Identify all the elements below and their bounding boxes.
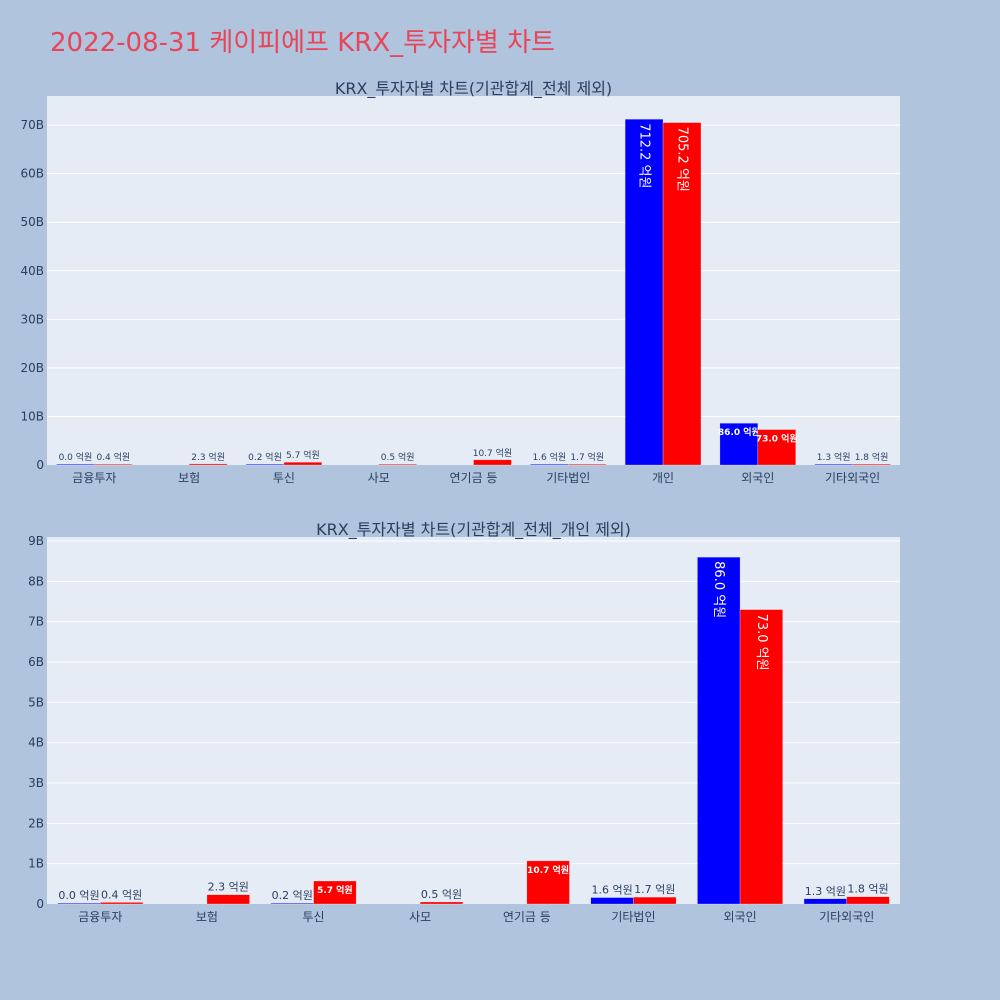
y-tick-label: 40B [20, 264, 44, 278]
bar-value-label: 0.4 억원 [96, 451, 130, 463]
bar-value-label: 0.5 억원 [421, 888, 462, 901]
x-tick-label: 연기금 등 [503, 910, 551, 924]
bar-value-label: 1.7 억원 [570, 451, 604, 463]
bar [270, 902, 314, 905]
x-tick-label: 사모 [368, 471, 390, 485]
bar [188, 463, 228, 466]
y-tick-label: 2B [28, 816, 44, 830]
bar [739, 609, 783, 905]
y-tick-label: 1B [28, 857, 44, 871]
bar-value-label: 2.3 억원 [208, 881, 249, 894]
bar [590, 897, 634, 905]
chart-title: KRX_투자자별 차트(기관합계_전체_개인 제외) [316, 520, 631, 540]
bar [473, 459, 512, 466]
bar [662, 122, 702, 466]
bar-value-label: 1.6 억원 [532, 451, 566, 463]
bar-value-label: 0.0 억원 [58, 889, 99, 902]
x-tick-label: 외국인 [741, 471, 774, 485]
x-tick-label: 개인 [652, 471, 674, 485]
x-tick-label: 기타외국인 [825, 471, 880, 485]
y-tick-label: 8B [28, 574, 44, 588]
x-tick-label: 보험 [178, 471, 200, 485]
bar [56, 463, 95, 466]
bar [206, 894, 250, 905]
bar-value-label: 73.0 억원 [754, 614, 769, 671]
y-tick-label: 20B [20, 361, 44, 375]
chart-title: KRX_투자자별 차트(기관합계_전체 제외) [335, 79, 612, 99]
x-tick-label: 기타법인 [546, 471, 590, 485]
bar [530, 463, 569, 466]
bar-value-label: 1.6 억원 [591, 884, 632, 897]
x-tick-label: 투신 [273, 471, 295, 485]
bar-value-label: 86.0 억원 [711, 561, 726, 618]
y-tick-label: 70B [20, 118, 44, 132]
y-tick-label: 0 [36, 897, 44, 911]
y-tick-label: 3B [28, 776, 44, 790]
bar [633, 896, 677, 905]
bar-value-label: 0.2 억원 [248, 451, 282, 463]
bar-value-label: 1.3 억원 [817, 451, 851, 463]
bar [245, 463, 285, 466]
y-tick-label: 4B [28, 736, 44, 750]
bar-value-label: 705.2 억원 [675, 127, 690, 192]
bar [757, 429, 796, 466]
bar-value-label: 1.8 억원 [847, 883, 888, 896]
bar-chart-excl-individual: 0 1B 2B 3B 4B 5B 6B 7B 8B 9B KRX_투자자별 차트(기관합계_전체_개… [28, 520, 900, 924]
y-tick-label: 6B [28, 655, 44, 669]
bar [94, 463, 133, 466]
bar [846, 896, 890, 905]
bar-value-label: 1.7 억원 [634, 883, 675, 896]
bar [100, 902, 144, 905]
y-tick-label: 9B [28, 534, 44, 548]
x-tick-label: 연기금 등 [450, 471, 498, 485]
chart-panel-total: 0 10B 20B 30B 40B 50B 60B 70B KRX_투자자별 차트(기관합계_전… [20, 79, 900, 485]
x-tick-label: 외국인 [724, 910, 757, 924]
bar [719, 422, 759, 466]
bar-value-label: 0.5 억원 [381, 451, 415, 463]
x-tick-label: 금융투자 [72, 471, 116, 485]
bar-value-label: 73.0 억원 [756, 433, 798, 445]
bar-value-label: 0.2 억원 [272, 889, 313, 902]
y-tick-label: 10B [20, 409, 44, 423]
bar-value-label: 5.7 억원 [286, 449, 320, 461]
bar-value-label: 10.7 억원 [473, 447, 512, 459]
bar-value-label: 86.0 억원 [718, 426, 760, 438]
x-tick-label: 기타법인 [611, 910, 655, 924]
bar [283, 461, 323, 466]
bar [814, 463, 853, 466]
bar-value-label: 1.8 억원 [855, 451, 889, 463]
page-title: 2022-08-31 케이피에프 KRX_투자자별 차트 [50, 28, 555, 58]
bar [568, 463, 607, 466]
bar-value-label: 0.4 억원 [101, 888, 142, 901]
bar [57, 902, 101, 905]
x-tick-label: 기타외국인 [819, 910, 874, 924]
y-tick-label: 30B [20, 312, 44, 326]
bar-value-label: 2.3 억원 [191, 451, 225, 463]
bar-value-label: 1.3 억원 [805, 885, 846, 898]
bar [697, 556, 741, 905]
bar [624, 118, 664, 466]
plot-area [47, 96, 900, 465]
bar [803, 898, 847, 905]
bar [526, 860, 570, 905]
bar [313, 880, 357, 905]
x-tick-label: 투신 [303, 910, 325, 924]
x-tick-label: 금융투자 [78, 910, 122, 924]
x-tick-label: 보험 [196, 910, 218, 924]
y-tick-label: 5B [28, 695, 44, 709]
y-tick-label: 60B [20, 167, 44, 181]
y-tick-label: 7B [28, 615, 44, 629]
y-tick-label: 0 [36, 458, 44, 472]
y-tick-label: 50B [20, 215, 44, 229]
bar [419, 901, 464, 905]
bar [852, 463, 891, 466]
bar [378, 463, 417, 466]
bar-value-label: 712.2 억원 [637, 123, 652, 188]
x-tick-label: 사모 [409, 910, 431, 924]
bar-chart-total: 0 10B 20B 30B 40B 50B 60B 70B KRX_투자자별 차트(기관합계_전… [20, 79, 900, 485]
chart-panel-excl-individual: 0 1B 2B 3B 4B 5B 6B 7B 8B 9B KRX_투자자별 차트(기관합계_전체_개… [0, 500, 1000, 1000]
bar-value-label: 0.0 억원 [59, 451, 93, 463]
bar-value-label: 10.7 억원 [527, 864, 569, 876]
bar-value-label: 5.7 억원 [317, 884, 353, 896]
